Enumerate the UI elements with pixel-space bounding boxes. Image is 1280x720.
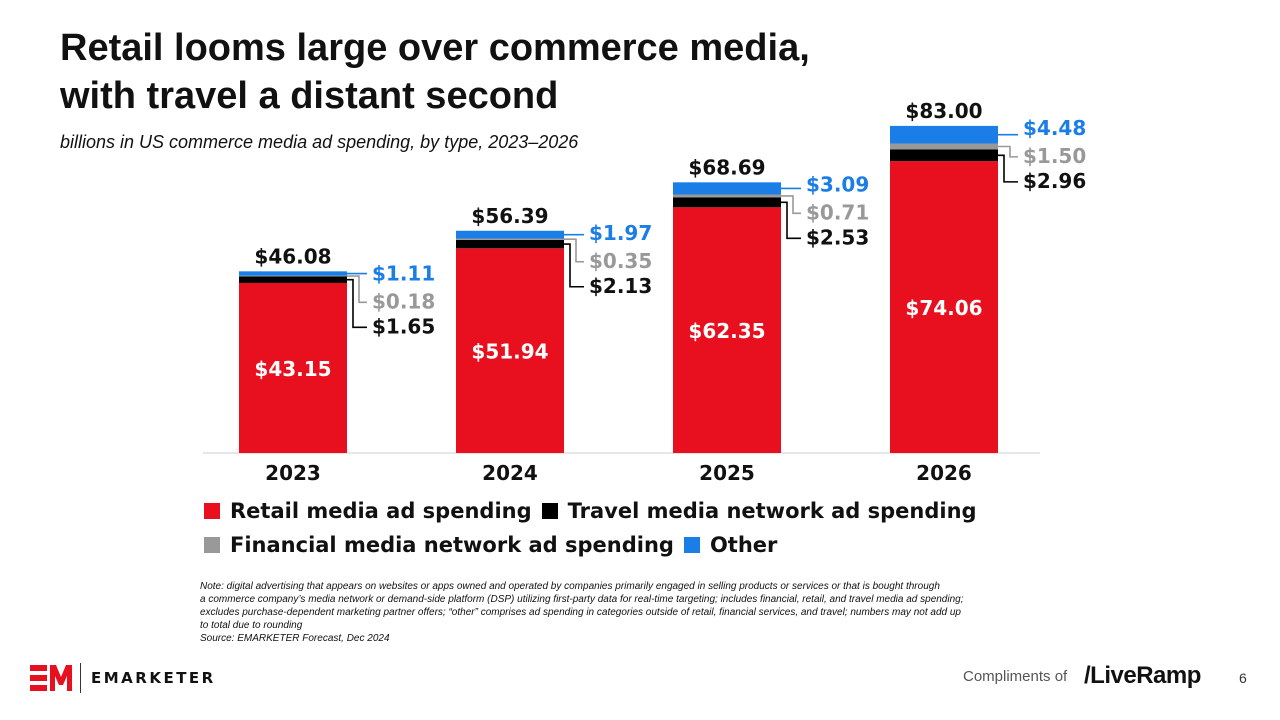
data-label-travel-2025: $2.53 [806, 225, 869, 249]
page-title: Retail looms large over commerce media, … [60, 24, 960, 120]
data-label-travel-2026: $2.96 [1023, 169, 1086, 193]
legend-swatch-financial [204, 537, 220, 553]
bar-travel-2025 [673, 197, 781, 208]
data-label-retail-2024: $51.94 [471, 340, 548, 364]
data-label-other-2024: $1.97 [589, 221, 652, 245]
note-line-4: to total due to rounding [200, 620, 303, 631]
bar-travel-2023 [239, 276, 347, 283]
data-label-financial-2023: $0.18 [372, 289, 435, 313]
total-label-2024: $56.39 [471, 204, 548, 228]
data-label-travel-2024: $2.13 [589, 274, 652, 298]
data-label-other-2025: $3.09 [806, 172, 869, 196]
chart-note: Note: digital advertising that appears o… [200, 580, 1060, 645]
bar-financial-2026 [890, 143, 998, 150]
legend-swatch-other [683, 537, 700, 553]
data-label-financial-2026: $1.50 [1023, 144, 1086, 168]
data-label-travel-2023: $1.65 [372, 314, 435, 338]
note-line-3: excludes purchase-dependent marketing pa… [200, 607, 961, 618]
note-line-1: Note: digital advertising that appears o… [200, 581, 940, 592]
total-label-2023: $46.08 [254, 244, 331, 268]
data-label-other-2026: $4.48 [1023, 116, 1086, 140]
x-tick-label-2025: 2025 [699, 461, 755, 485]
legend-label-retail: Retail media ad spending [230, 499, 532, 523]
legend-row-1: Retail media ad spending Travel media ne… [204, 494, 977, 528]
brand-name: EMARKETER [91, 669, 216, 687]
chart-subtitle: billions in US commerce media ad spendin… [60, 132, 579, 152]
bar-retail-2025 [673, 207, 781, 453]
emarketer-logo: EMARKETER [30, 662, 216, 694]
legend-item-travel: Travel media network ad spending [541, 499, 977, 523]
bar-other-2024 [456, 230, 564, 239]
leader-travel-2023 [347, 278, 367, 329]
legend-item-other: Other [683, 533, 778, 557]
compliments-text: Compliments of [963, 668, 1068, 685]
legend-label-financial: Financial media network ad spending [230, 533, 674, 557]
bar-other-2026 [890, 125, 998, 144]
bar-travel-2026 [890, 149, 998, 162]
legend-item-financial: Financial media network ad spending [204, 533, 674, 557]
data-label-retail-2026: $74.06 [905, 296, 982, 320]
title-line-1: Retail looms large over commerce media, [60, 27, 810, 69]
bar-financial-2023 [239, 275, 347, 277]
legend-row-2: Financial media network ad spending Othe… [204, 528, 964, 562]
bar-retail-2024 [456, 248, 564, 453]
data-label-other-2023: $1.11 [372, 261, 435, 285]
title-line-2: with travel a distant second [60, 75, 559, 117]
total-label-2026: $83.00 [905, 99, 982, 123]
legend-label-travel: Travel media network ad spending [567, 499, 977, 523]
logo-divider [80, 663, 81, 693]
data-label-retail-2023: $43.15 [254, 357, 331, 381]
leader-travel-2026 [998, 154, 1018, 183]
leader-travel-2025 [781, 201, 801, 240]
legend-swatch-travel [541, 503, 558, 519]
bar-retail-2023 [239, 282, 347, 453]
liveramp-logo: /LiveRamp [1084, 662, 1201, 689]
leader-financial-2026 [998, 145, 1018, 158]
x-tick-label-2023: 2023 [265, 461, 321, 485]
leader-financial-2024 [564, 238, 584, 263]
x-tick-label-2026: 2026 [916, 461, 972, 485]
bar-other-2025 [673, 182, 781, 195]
bar-financial-2024 [456, 238, 564, 240]
bar-financial-2025 [673, 194, 781, 198]
bar-other-2023 [239, 271, 347, 276]
total-label-2025: $68.69 [688, 155, 765, 179]
legend-swatch-retail [204, 503, 220, 519]
note-line-2: a commerce company’s media network or de… [200, 594, 964, 605]
chart-legend: Retail media ad spending Travel media ne… [204, 494, 977, 562]
bar-retail-2026 [890, 161, 998, 454]
data-label-financial-2025: $0.71 [806, 200, 869, 224]
leader-financial-2023 [347, 275, 367, 304]
leader-travel-2024 [564, 243, 584, 288]
data-label-financial-2024: $0.35 [589, 249, 652, 273]
data-label-retail-2025: $62.35 [688, 319, 765, 343]
page-number: 6 [1239, 670, 1247, 686]
x-tick-label-2024: 2024 [482, 461, 538, 485]
legend-item-retail: Retail media ad spending [204, 499, 532, 523]
legend-label-other: Other [709, 533, 778, 557]
em-logo-icon [30, 665, 72, 691]
bars-layer: $43.15 $46.08 2023 $1.11 $0.18$1.65 $51.94 $56… [239, 99, 1086, 485]
bar-travel-2024 [456, 239, 564, 249]
source-line: Source: EMARKETER Forecast, Dec 2024 [200, 633, 390, 644]
leader-financial-2025 [781, 195, 801, 215]
